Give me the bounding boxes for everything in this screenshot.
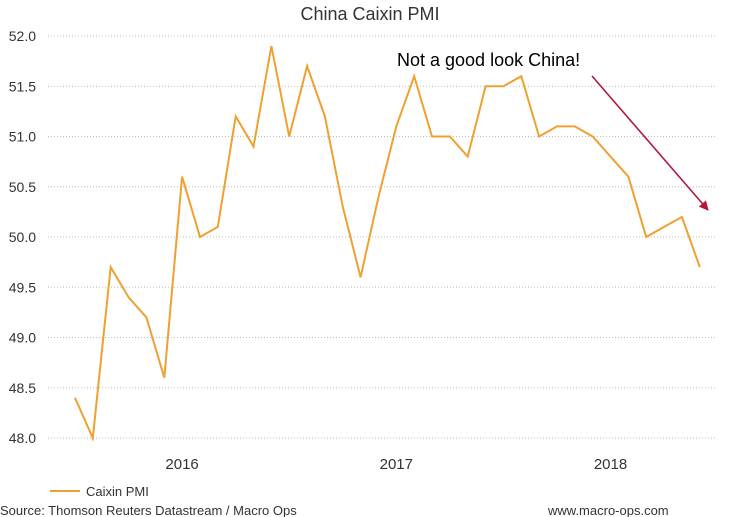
x-axis-ticks: 2016 2017 2018 [165, 456, 627, 473]
y-tick-label: 49.0 [9, 330, 36, 346]
y-tick-label: 49.5 [9, 279, 36, 295]
y-tick-label: 48.5 [9, 380, 36, 396]
y-tick-label: 48.0 [9, 430, 36, 446]
annotation-arrow [591, 75, 709, 211]
y-tick-label: 51.5 [9, 78, 36, 94]
x-tick-label: 2017 [380, 456, 413, 473]
legend: Caixin PMI [50, 484, 149, 499]
y-tick-label: 52.0 [9, 28, 36, 44]
x-tick-label: 2018 [594, 456, 627, 473]
x-tick-label: 2016 [165, 456, 198, 473]
legend-label: Caixin PMI [86, 484, 149, 499]
gridlines [48, 35, 716, 439]
series-layer [74, 45, 701, 442]
chart-title: China Caixin PMI [300, 4, 439, 24]
series-line [74, 45, 701, 442]
y-tick-label: 50.0 [9, 229, 36, 245]
y-axis-ticks: 52.0 51.5 51.0 50.5 50.0 49.5 49.0 48.5 48.0 [9, 28, 36, 446]
annotation-text: Not a good look China! [397, 50, 580, 70]
source-note: Source: Thomson Reuters Datastream / Mac… [0, 503, 297, 517]
website-note: www.macro-ops.com [547, 503, 669, 517]
y-tick-label: 51.0 [9, 129, 36, 145]
y-tick-label: 50.5 [9, 179, 36, 195]
